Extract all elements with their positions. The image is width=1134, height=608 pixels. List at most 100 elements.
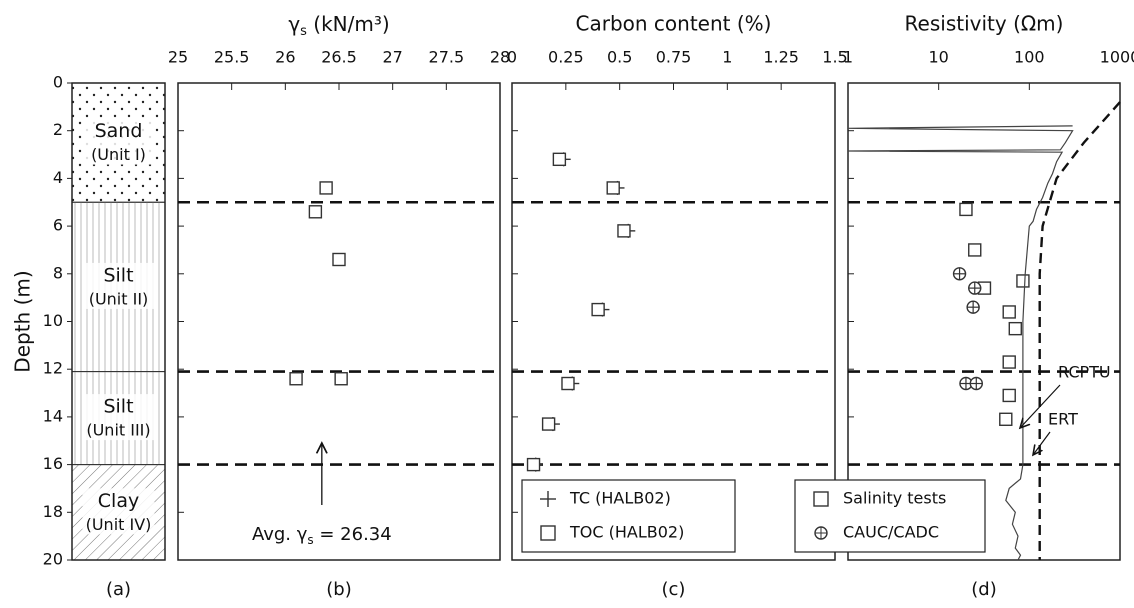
panel-label: (d)	[971, 579, 996, 600]
point	[552, 152, 567, 167]
square-marker	[1002, 355, 1016, 369]
point	[968, 281, 982, 295]
layer-name: Silt	[103, 396, 133, 418]
square-marker	[332, 252, 346, 267]
y-tick-label: 12	[43, 359, 63, 378]
point	[526, 457, 541, 472]
square-marker	[591, 302, 605, 317]
y-tick-label: 6	[53, 216, 63, 235]
y-tick-label: 14	[43, 406, 63, 425]
legend: Salinity tests CAUC/CADC	[794, 479, 986, 553]
x-tick-label: 100	[1014, 48, 1045, 67]
layer-name: Clay	[98, 490, 139, 512]
label-bg	[82, 262, 155, 309]
square-marker	[319, 181, 333, 195]
legend-box	[521, 479, 736, 553]
profile-line	[1038, 101, 1121, 560]
y-tick-label: 20	[43, 550, 63, 569]
point	[319, 181, 333, 195]
square-marker	[541, 417, 556, 431]
square-marker	[1002, 305, 1016, 319]
x-tick-label: 1000	[1100, 48, 1134, 67]
layer-unit: (Unit IV)	[86, 515, 152, 534]
square-marker	[552, 152, 567, 167]
label-subscript: s	[307, 533, 313, 547]
point	[332, 252, 346, 267]
legend-swatch	[813, 491, 829, 507]
panel-label: (b)	[326, 579, 351, 600]
label-bg	[82, 394, 155, 441]
legend: TC (HALB02) TOC (HALB02)	[521, 479, 736, 553]
point	[1002, 355, 1016, 369]
point	[1002, 305, 1016, 319]
square-marker	[617, 224, 631, 238]
x-tick-label: 25.5	[214, 48, 250, 67]
x-tick-label: 25	[168, 48, 188, 67]
point	[969, 376, 983, 391]
point	[541, 417, 556, 431]
point	[606, 181, 620, 195]
point	[952, 267, 967, 281]
point	[308, 205, 323, 219]
layer-unit: (Unit I)	[91, 145, 146, 164]
point	[617, 224, 631, 238]
point	[1008, 321, 1022, 336]
square-marker	[959, 202, 973, 217]
profile-line	[847, 125, 1074, 561]
layer-name: Silt	[103, 264, 133, 286]
point	[968, 243, 982, 257]
legend-label: TC (HALB02)	[569, 489, 671, 508]
label-prefix: Avg. γ	[252, 524, 308, 545]
y-tick-label: 0	[53, 73, 63, 92]
y-tick-label: 2	[53, 120, 63, 139]
x-tick-label: 1.25	[763, 48, 799, 67]
point	[334, 372, 348, 386]
layer-unit: (Unit II)	[89, 289, 149, 308]
annotation: RCPTU	[1058, 363, 1111, 382]
square-marker	[308, 205, 323, 219]
point	[999, 412, 1013, 426]
legend-label: CAUC/CADC	[843, 523, 939, 542]
point	[1016, 274, 1030, 288]
square-marker	[334, 372, 348, 386]
x-tick-label: 1	[843, 48, 853, 67]
panel-title: γs (kN/m³)	[288, 12, 389, 39]
x-tick-label: 1	[722, 48, 732, 67]
y-axis-label: Depth (m)	[11, 270, 35, 372]
label-bg	[82, 118, 155, 165]
label-bg	[82, 488, 155, 535]
x-tick-label: 26.5	[321, 48, 357, 67]
y-tick-label: 18	[43, 502, 63, 521]
square-marker	[526, 457, 541, 472]
title-subscript: s	[300, 24, 307, 39]
x-tick-label: 10	[928, 48, 948, 67]
square-marker	[1008, 321, 1022, 336]
label-suffix: = 26.34	[314, 524, 392, 545]
x-tick-label: 27.5	[429, 48, 465, 67]
point	[966, 300, 980, 314]
point	[591, 302, 605, 317]
square-marker	[606, 181, 620, 195]
annotation: ERT	[1048, 410, 1078, 429]
title-rest: (kN/m³)	[307, 12, 390, 36]
title-symbol: γ	[288, 12, 300, 36]
x-tick-label: 26	[275, 48, 295, 67]
y-tick-label: 10	[43, 311, 63, 330]
panel-label: (c)	[662, 579, 686, 600]
square-marker	[1002, 388, 1016, 403]
x-tick-label: 1.5	[822, 48, 847, 67]
x-tick-label: 0.25	[548, 48, 584, 67]
annotation-arrow	[1020, 384, 1061, 428]
panel-title: Carbon content (%)	[576, 12, 772, 36]
square-marker	[999, 412, 1013, 426]
layer-unit: (Unit III)	[86, 421, 150, 440]
point	[289, 372, 303, 386]
x-tick-label: 28	[490, 48, 510, 67]
legend-swatch	[540, 525, 556, 541]
square-marker	[289, 372, 303, 386]
legend-label: TOC (HALB02)	[569, 523, 684, 542]
average-label: Avg. γs = 26.34	[252, 524, 392, 547]
y-tick-label: 8	[53, 263, 63, 282]
frame	[177, 82, 501, 561]
